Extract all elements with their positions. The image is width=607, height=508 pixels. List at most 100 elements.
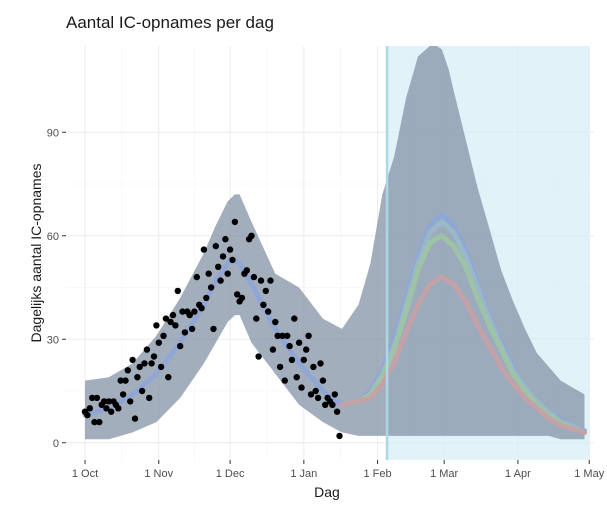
observed-point xyxy=(243,267,250,274)
observed-point xyxy=(310,363,317,371)
observed-point xyxy=(267,277,274,284)
observed-point xyxy=(200,246,208,253)
observed-point xyxy=(329,401,336,408)
observed-point xyxy=(108,408,115,415)
observed-point xyxy=(317,360,324,367)
observed-point xyxy=(138,387,146,395)
observed-point xyxy=(217,277,224,284)
observed-point xyxy=(298,384,305,391)
observed-point xyxy=(188,325,196,333)
observed-point xyxy=(162,315,170,322)
observed-point xyxy=(212,242,219,250)
observed-point xyxy=(250,273,258,281)
observed-point xyxy=(219,253,227,260)
observed-point xyxy=(198,305,205,312)
observed-point xyxy=(115,405,122,412)
observed-point xyxy=(129,356,136,364)
observed-point xyxy=(127,398,134,405)
observed-point xyxy=(193,273,200,281)
observed-point xyxy=(305,332,312,339)
x-tick-label: 1 Dec xyxy=(216,468,245,480)
observed-point xyxy=(255,353,262,360)
x-tick-label: 1 Feb xyxy=(363,468,391,480)
observed-point xyxy=(210,325,217,333)
observed-point xyxy=(303,346,310,353)
observed-point xyxy=(96,418,103,426)
observed-point xyxy=(155,339,162,346)
observed-point xyxy=(222,236,229,243)
observed-point xyxy=(174,287,181,295)
observed-point xyxy=(124,367,131,374)
observed-point xyxy=(257,277,265,284)
observed-point xyxy=(86,405,94,412)
observed-point xyxy=(272,318,279,326)
x-tick-label: 1 Apr xyxy=(505,468,531,480)
observed-point xyxy=(203,294,210,302)
observed-point xyxy=(291,315,298,322)
observed-point xyxy=(284,332,291,339)
observed-point xyxy=(141,360,148,367)
observed-point xyxy=(279,332,286,339)
observed-point xyxy=(131,415,139,422)
observed-point xyxy=(288,356,296,364)
x-tick-label: 1 Mar xyxy=(430,468,458,480)
observed-point xyxy=(274,332,281,339)
y-axis-title: Dagelijks aantal IC-opnames xyxy=(28,164,44,343)
observed-point xyxy=(300,356,307,364)
observed-point xyxy=(105,398,113,405)
observed-point xyxy=(134,374,141,381)
observed-point xyxy=(136,363,143,371)
observed-point xyxy=(146,394,153,402)
x-tick-label: 1 Jan xyxy=(290,468,317,480)
observed-point xyxy=(336,432,343,440)
observed-point xyxy=(181,329,189,336)
observed-point xyxy=(260,301,267,308)
observed-point xyxy=(276,363,284,371)
observed-point xyxy=(89,394,96,402)
observed-point xyxy=(231,218,239,226)
observed-point xyxy=(226,246,234,253)
y-tick-label: 90 xyxy=(47,127,59,139)
fit-ribbon xyxy=(85,46,585,440)
observed-point xyxy=(103,405,110,412)
x-tick-label: 1 Nov xyxy=(144,468,173,480)
observed-point xyxy=(331,391,338,398)
x-tick-label: 1 Oct xyxy=(72,468,98,480)
observed-point xyxy=(262,287,269,295)
x-tick-label: 1 May xyxy=(574,468,604,480)
observed-point xyxy=(119,391,127,398)
observed-point xyxy=(322,401,329,408)
y-axis-ticks: 0 30 60 90 xyxy=(47,127,66,450)
observed-point xyxy=(224,270,231,277)
chart-title: Aantal IC-opnames per dag xyxy=(66,13,274,32)
observed-point xyxy=(148,360,155,367)
observed-point xyxy=(234,291,241,298)
y-tick-label: 60 xyxy=(47,231,59,243)
observed-points xyxy=(81,218,343,440)
observed-point xyxy=(157,363,165,371)
observed-point xyxy=(281,377,288,384)
observed-point xyxy=(293,374,300,381)
observed-point xyxy=(93,394,101,402)
observed-point xyxy=(100,398,108,405)
observed-point xyxy=(167,318,174,326)
observed-point xyxy=(122,377,129,384)
observed-point xyxy=(207,284,215,291)
observed-point xyxy=(265,308,272,315)
observed-point xyxy=(160,332,167,339)
observed-point xyxy=(253,315,260,322)
observed-point xyxy=(177,342,184,350)
observed-point xyxy=(169,311,177,319)
observed-point xyxy=(153,322,160,329)
observed-point xyxy=(314,394,322,402)
observed-point xyxy=(179,308,186,315)
observed-point xyxy=(238,294,246,302)
observed-point xyxy=(172,322,179,329)
observed-point xyxy=(215,263,222,270)
observed-point xyxy=(307,391,315,398)
observed-point xyxy=(269,346,277,353)
x-axis-title: Dag xyxy=(314,484,340,500)
y-tick-label: 30 xyxy=(47,334,59,346)
observed-point xyxy=(286,342,293,350)
